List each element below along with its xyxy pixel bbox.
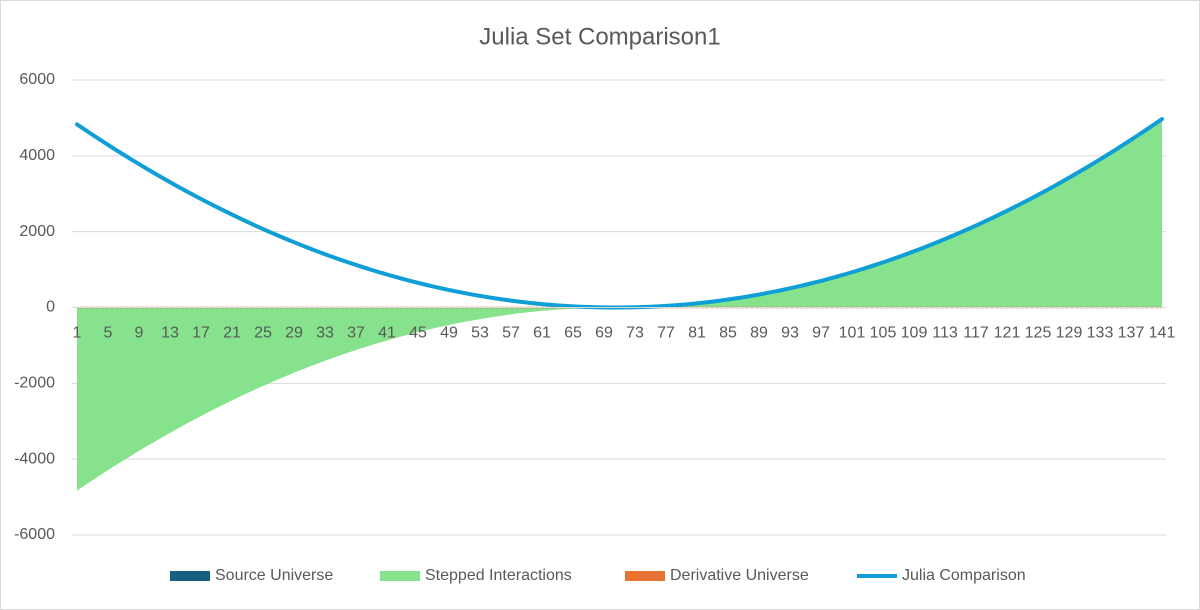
y-tick-label: 0 (46, 299, 55, 316)
x-tick-label: 1 (73, 325, 82, 342)
x-tick-label: 41 (378, 325, 396, 342)
x-tick-label: 57 (502, 325, 520, 342)
x-tick-label: 121 (994, 325, 1021, 342)
x-tick-label: 97 (812, 325, 830, 342)
y-tick-label: -4000 (14, 450, 55, 467)
x-tick-label: 109 (901, 325, 928, 342)
x-tick-label: 117 (963, 325, 989, 342)
x-tick-label: 29 (285, 325, 303, 342)
x-tick-label: 13 (161, 325, 179, 342)
x-tick-label: 137 (1118, 325, 1145, 342)
x-tick-label: 25 (254, 325, 272, 342)
y-tick-label: -6000 (14, 526, 55, 543)
x-tick-label: 93 (781, 325, 799, 342)
x-tick-label: 45 (409, 325, 427, 342)
x-tick-label: 101 (839, 325, 866, 342)
x-tick-label: 105 (870, 325, 897, 342)
x-tick-label: 33 (316, 325, 334, 342)
x-tick-label: 21 (223, 325, 241, 342)
x-tick-label: 69 (595, 325, 613, 342)
x-tick-label: 49 (440, 325, 458, 342)
area (77, 119, 1162, 491)
x-tick-label: 125 (1025, 325, 1052, 342)
legend-swatch (380, 571, 420, 581)
legend-label: Derivative Universe (670, 567, 809, 584)
legend-swatch (170, 571, 210, 581)
x-tick-label: 129 (1056, 325, 1083, 342)
x-tick-label: 85 (719, 325, 737, 342)
x-tick-label: 9 (135, 325, 144, 342)
x-tick-label: 5 (104, 325, 113, 342)
x-tick-label: 81 (688, 325, 706, 342)
x-tick-label: 113 (932, 325, 958, 342)
x-tick-label: 89 (750, 325, 768, 342)
legend-label: Stepped Interactions (425, 567, 572, 584)
chart-title: Julia Set Comparison1 (479, 23, 720, 50)
x-tick-label: 141 (1149, 325, 1176, 342)
y-tick-label: 6000 (19, 71, 55, 88)
x-tick-label: 73 (626, 325, 644, 342)
y-tick-label: 4000 (19, 147, 55, 164)
x-tick-label: 61 (533, 325, 551, 342)
legend-label: Julia Comparison (902, 567, 1026, 584)
x-tick-label: 65 (564, 325, 582, 342)
x-tick-label: 133 (1087, 325, 1114, 342)
x-tick-label: 37 (347, 325, 365, 342)
x-tick-label: 53 (471, 325, 489, 342)
y-tick-label: -2000 (14, 375, 55, 392)
legend-label: Source Universe (215, 567, 333, 584)
x-tick-label: 77 (657, 325, 675, 342)
x-tick-label: 17 (192, 325, 210, 342)
y-tick-label: 2000 (19, 223, 55, 240)
legend-swatch (625, 571, 665, 581)
